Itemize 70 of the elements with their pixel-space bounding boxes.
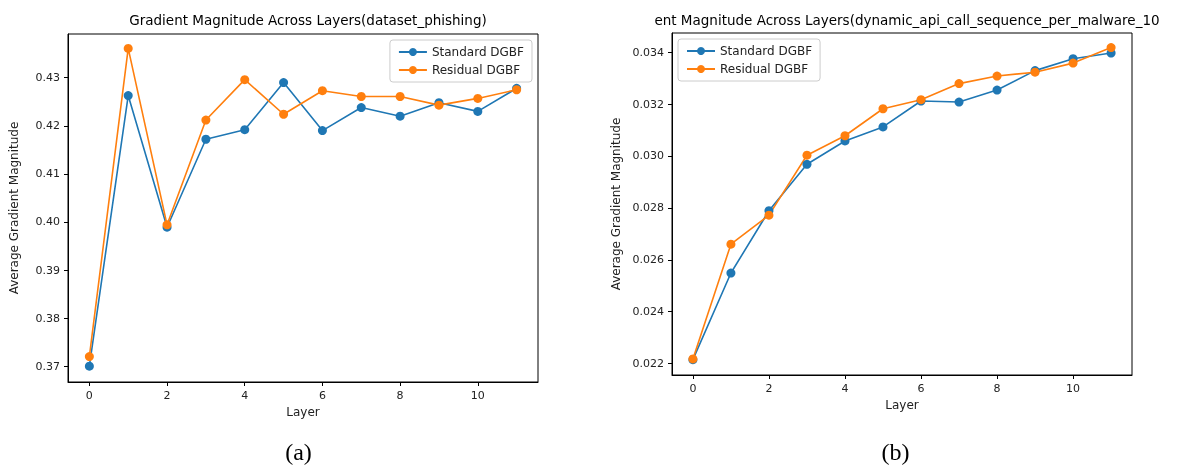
point — [802, 150, 812, 160]
y-axis-title: Average Gradient Magnitude — [7, 121, 21, 295]
point — [473, 106, 483, 116]
x-tick-label: 2 — [163, 389, 171, 402]
point — [395, 91, 405, 101]
point — [279, 78, 289, 88]
point — [840, 131, 850, 141]
legend-label: Residual DGBF — [431, 63, 521, 77]
point — [84, 361, 94, 371]
point — [356, 103, 366, 113]
y-tick-label: 0.028 — [632, 201, 664, 215]
text: (a) — [285, 439, 312, 465]
point — [473, 93, 483, 103]
point — [878, 122, 888, 132]
point — [279, 109, 289, 119]
x-axis-title: Layer — [286, 404, 320, 419]
point — [317, 86, 327, 96]
chart-title: Gradient Magnitude Across Layers(dataset_phishing) — [129, 12, 487, 28]
x-tick-label: 8 — [396, 389, 404, 402]
point — [356, 91, 366, 101]
point — [726, 268, 736, 278]
point — [1106, 43, 1116, 53]
point — [240, 125, 250, 135]
point — [1068, 58, 1078, 68]
point — [954, 97, 964, 107]
point — [240, 75, 250, 85]
x-tick-label: 2 — [765, 382, 773, 395]
point — [201, 134, 211, 144]
point — [992, 71, 1002, 81]
y-tick-label: 0.026 — [632, 253, 664, 267]
point — [123, 43, 133, 53]
y-tick-label: 0.43 — [35, 71, 60, 85]
legend-label: Residual DGBF — [720, 62, 809, 76]
x-tick-label: 0 — [85, 389, 93, 402]
y-tick-label: 0.41 — [35, 167, 60, 181]
point — [802, 159, 812, 169]
y-axis-title: Average Gradient Magnitude — [608, 117, 623, 291]
x-tick-label: 10 — [470, 389, 485, 402]
y-tick-label: 0.024 — [632, 305, 664, 319]
x-tick-label: 0 — [689, 382, 697, 395]
x-tick-label: 4 — [241, 389, 249, 402]
point — [201, 115, 211, 125]
y-tick-label: 0.38 — [35, 311, 60, 325]
point — [954, 79, 964, 89]
point — [992, 85, 1002, 95]
y-tick-label: 0.39 — [35, 263, 60, 277]
text: (b) — [881, 439, 910, 465]
point — [726, 239, 736, 249]
chart-title: ent Magnitude Across Layers(dynamic_api_call_sequence_per_malware_10 — [654, 12, 1160, 28]
x-tick-label: 8 — [993, 382, 1001, 395]
y-tick-label: 0.032 — [632, 97, 664, 111]
legend-label: Standard DGBF — [431, 45, 525, 59]
y-tick-label: 0.37 — [35, 359, 60, 373]
x-tick-label: 6 — [318, 389, 326, 402]
point — [84, 352, 94, 362]
point — [317, 126, 327, 136]
y-tick-label: 0.030 — [632, 149, 664, 163]
x-tick-label: 10 — [1066, 382, 1081, 395]
x-tick-label: 4 — [841, 382, 849, 395]
x-tick-label: 6 — [917, 382, 925, 395]
y-tick-label: 0.40 — [35, 215, 60, 229]
point — [123, 91, 133, 101]
legend-label: Standard DGBF — [720, 44, 813, 58]
point — [764, 210, 774, 220]
point — [395, 111, 405, 121]
y-tick-label: 0.022 — [632, 357, 664, 371]
y-tick-label: 0.42 — [35, 119, 60, 133]
point — [878, 104, 888, 114]
y-tick-label: 0.034 — [632, 45, 664, 59]
x-axis-title: Layer — [885, 397, 919, 412]
